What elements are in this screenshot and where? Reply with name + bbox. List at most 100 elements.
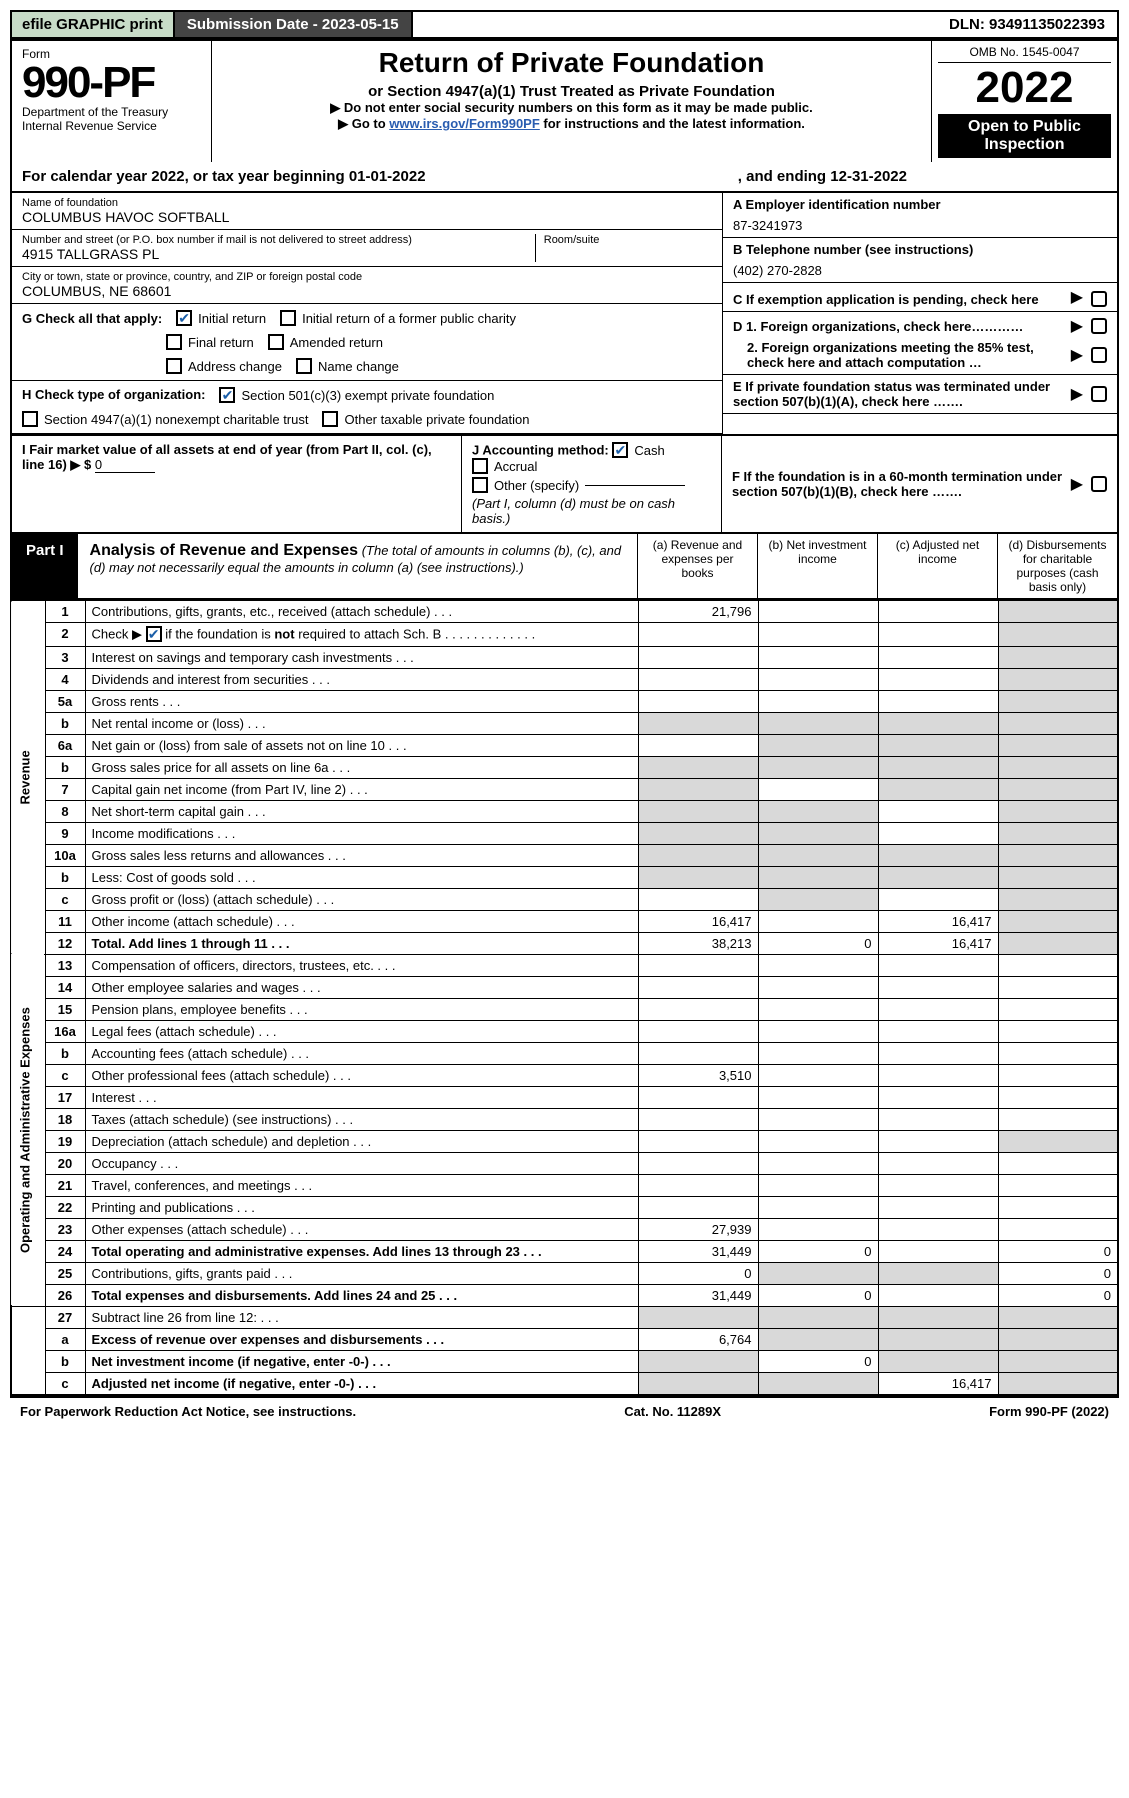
line-description: Occupancy . . .: [85, 1152, 638, 1174]
cell-b: [758, 778, 878, 800]
line-number: b: [45, 1042, 85, 1064]
arrow-icon: ▶: [1071, 474, 1083, 494]
instr-2-prefix: ▶ Go to: [338, 116, 389, 131]
line-number: 24: [45, 1240, 85, 1262]
instr-2-suffix: for instructions and the latest informat…: [540, 116, 805, 131]
i-label: I Fair market value of all assets at end…: [22, 442, 432, 472]
irs-link[interactable]: www.irs.gov/Form990PF: [389, 116, 540, 131]
line-description: Travel, conferences, and meetings . . .: [85, 1174, 638, 1196]
cell-c: 16,417: [878, 910, 998, 932]
form-header: Form 990-PF Department of the Treasury I…: [10, 39, 1119, 162]
cell-b: [758, 1328, 878, 1350]
name-label: Name of foundation: [22, 197, 712, 209]
line-description: Other income (attach schedule) . . .: [85, 910, 638, 932]
chk-amended[interactable]: Amended return: [268, 334, 383, 350]
line-number: b: [45, 756, 85, 778]
cell-b: [758, 1152, 878, 1174]
cell-b: [758, 1108, 878, 1130]
table-row: 17Interest . . .: [11, 1086, 1118, 1108]
cell-a: 0: [638, 1262, 758, 1284]
cell-d: [998, 976, 1118, 998]
line-number: 17: [45, 1086, 85, 1108]
chk-other-method[interactable]: Other (specify): [472, 477, 685, 493]
cell-c: [878, 1350, 998, 1372]
cell-b: [758, 1196, 878, 1218]
cell-c: [878, 690, 998, 712]
cell-a: 21,796: [638, 601, 758, 623]
table-row: 2Check ▶ ✔ if the foundation is not requ…: [11, 623, 1118, 647]
cell-a: [638, 1108, 758, 1130]
cell-b: [758, 800, 878, 822]
cell-b: [758, 756, 878, 778]
i-cell: I Fair market value of all assets at end…: [12, 436, 462, 532]
cell-d: [998, 910, 1118, 932]
cell-b: [758, 954, 878, 976]
table-row: 6aNet gain or (loss) from sale of assets…: [11, 734, 1118, 756]
table-row: 26Total expenses and disbursements. Add …: [11, 1284, 1118, 1306]
cell-c: [878, 1020, 998, 1042]
chk-accrual[interactable]: Accrual: [472, 458, 537, 474]
cell-d: [998, 778, 1118, 800]
cell-d: [998, 1130, 1118, 1152]
cell-d: [998, 932, 1118, 954]
line-description: Less: Cost of goods sold . . .: [85, 866, 638, 888]
cell-a: [638, 822, 758, 844]
cell-d: [998, 844, 1118, 866]
arrow-icon: ▶: [1071, 384, 1083, 404]
cell-a: 16,417: [638, 910, 758, 932]
cell-a: [638, 1306, 758, 1328]
chk-initial-return[interactable]: ✔Initial return: [176, 310, 266, 326]
cell-c: [878, 1152, 998, 1174]
chk-4947[interactable]: Section 4947(a)(1) nonexempt charitable …: [22, 411, 308, 427]
cell-d: [998, 1042, 1118, 1064]
cell-d: [998, 623, 1118, 647]
cell-b: [758, 1020, 878, 1042]
table-row: 12Total. Add lines 1 through 11 . . .38,…: [11, 932, 1118, 954]
chk-e[interactable]: [1091, 386, 1107, 402]
cell-c: [878, 1174, 998, 1196]
chk-final-return[interactable]: Final return: [166, 334, 254, 350]
line-description: Gross sales less returns and allowances …: [85, 844, 638, 866]
g-label: G Check all that apply:: [22, 311, 162, 326]
chk-501c3[interactable]: ✔Section 501(c)(3) exempt private founda…: [219, 387, 494, 403]
chk-other-tax[interactable]: Other taxable private foundation: [322, 411, 529, 427]
cell-c: [878, 1064, 998, 1086]
table-row: 23Other expenses (attach schedule) . . .…: [11, 1218, 1118, 1240]
calendar-year-line: For calendar year 2022, or tax year begi…: [10, 162, 1119, 193]
f-cell: F If the foundation is in a 60-month ter…: [722, 436, 1117, 532]
e-label: E If private foundation status was termi…: [733, 379, 1063, 409]
cal-prefix: For calendar year 2022, or tax year begi…: [22, 168, 349, 185]
cell-d: [998, 866, 1118, 888]
table-row: 15Pension plans, employee benefits . . .: [11, 998, 1118, 1020]
table-row: Revenue1Contributions, gifts, grants, et…: [11, 601, 1118, 623]
chk-name-change[interactable]: Name change: [296, 358, 399, 374]
ein-cell: A Employer identification number 87-3241…: [723, 193, 1117, 238]
chk-initial-former[interactable]: Initial return of a former public charit…: [280, 310, 516, 326]
line-number: c: [45, 1064, 85, 1086]
title-block: Return of Private Foundation or Section …: [212, 41, 932, 162]
line-number: 18: [45, 1108, 85, 1130]
cell-b: [758, 1174, 878, 1196]
cell-b: [758, 1372, 878, 1395]
table-row: cOther professional fees (attach schedul…: [11, 1064, 1118, 1086]
cell-b: [758, 976, 878, 998]
cell-c: [878, 888, 998, 910]
line-number: b: [45, 1350, 85, 1372]
cal-end: 12-31-2022: [830, 168, 907, 185]
chk-f[interactable]: [1091, 476, 1107, 492]
chk-cash[interactable]: ✔Cash: [612, 442, 664, 458]
cell-d: [998, 1306, 1118, 1328]
chk-addr-change[interactable]: Address change: [166, 358, 282, 374]
cell-a: 27,939: [638, 1218, 758, 1240]
chk-d2[interactable]: [1091, 347, 1107, 363]
open-line-2: Inspection: [940, 136, 1109, 154]
cell-c: [878, 778, 998, 800]
line-description: Other professional fees (attach schedule…: [85, 1064, 638, 1086]
line-number: 22: [45, 1196, 85, 1218]
analysis-table: Revenue1Contributions, gifts, grants, et…: [10, 600, 1119, 1396]
table-row: 11Other income (attach schedule) . . .16…: [11, 910, 1118, 932]
cell-b: [758, 998, 878, 1020]
chk-c[interactable]: [1091, 291, 1107, 307]
cell-a: [638, 1174, 758, 1196]
chk-d1[interactable]: [1091, 318, 1107, 334]
